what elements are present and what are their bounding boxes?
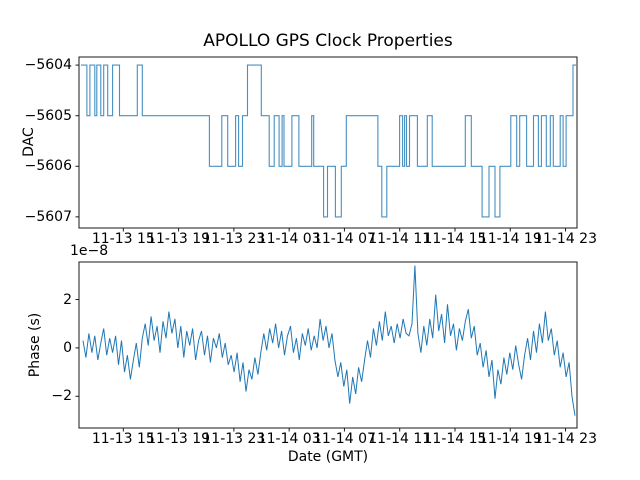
x-tick-label: 11-14 19 (478, 231, 542, 247)
x-tick-label: 11-13 23 (202, 431, 266, 447)
y-tick-label: 2 (63, 291, 72, 308)
phase-offset-text: 1e−8 (70, 243, 109, 259)
x-tick-label: 11-14 15 (423, 231, 487, 247)
x-tick-label: 11-14 23 (534, 231, 598, 247)
x-tick-label: 11-14 11 (368, 431, 432, 447)
x-tick-label: 11-14 15 (423, 431, 487, 447)
chart-title: APOLLO GPS Clock Properties (203, 31, 453, 51)
x-tick-label: 11-13 23 (202, 231, 266, 247)
y-tick-label: −5605 (24, 107, 72, 124)
x-tick-label: 11-14 19 (478, 431, 542, 447)
x-tick-label: 11-13 15 (91, 231, 155, 247)
dac-y-axis-label: DAC (21, 127, 37, 157)
y-tick-label: 0 (63, 339, 72, 356)
y-tick-label: −5606 (24, 158, 72, 175)
x-tick-label: 11-14 07 (312, 431, 376, 447)
y-tick-label: −2 (51, 388, 72, 405)
x-tick-label: 11-14 11 (368, 231, 432, 247)
y-tick-label: −5604 (24, 57, 72, 74)
x-tick-label: 11-14 23 (534, 431, 598, 447)
y-tick-label: −5607 (24, 208, 72, 225)
x-tick-label: 11-14 03 (257, 431, 321, 447)
x-tick-label: 11-14 07 (312, 231, 376, 247)
x-axis-label: Date (GMT) (287, 449, 369, 465)
x-tick-label: 11-13 15 (91, 431, 155, 447)
x-tick-label: 11-13 19 (147, 431, 211, 447)
x-tick-label: 11-14 03 (257, 231, 321, 247)
x-tick-label: 11-13 19 (147, 231, 211, 247)
